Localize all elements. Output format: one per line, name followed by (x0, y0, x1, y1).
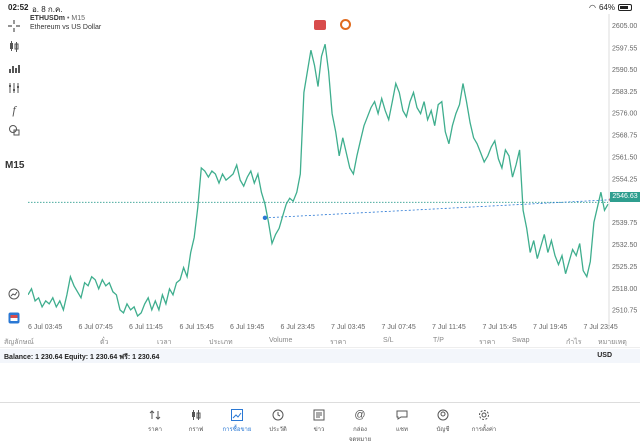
price-tick-label: 2590.50 (612, 67, 637, 74)
time-tick-label: 7 Jul 07:45 (382, 324, 416, 330)
time-tick-label: 6 Jul 07:45 (79, 324, 113, 330)
nav-label: แชท (396, 427, 408, 433)
time-tick-label: 6 Jul 03:45 (28, 324, 62, 330)
indicator-ring-button[interactable] (340, 19, 351, 30)
nav-history[interactable]: ประวัติ (260, 409, 296, 434)
balance-text: Balance: 1 230.64 Equity: 1 230.64 ฟรี: … (4, 354, 160, 361)
function-tool-icon[interactable]: f (12, 102, 16, 117)
col-sl[interactable]: S/L (383, 337, 394, 344)
chart-settings-icon[interactable] (4, 286, 24, 302)
col-swap[interactable]: Swap (512, 337, 530, 344)
col-time[interactable]: เวลา (157, 339, 172, 346)
time-tick-label: 7 Jul 03:45 (331, 324, 365, 330)
col-type[interactable]: ประเภท (209, 339, 233, 346)
price-tick-label: 2539.75 (612, 220, 637, 227)
col-profit[interactable]: กำไร (566, 339, 582, 346)
nav-quotes[interactable]: ราคา (137, 409, 173, 434)
bottom-nav: ราคา กราฟ การซื้อขาย ประวัติ ข่าว @ กล่อ… (0, 402, 640, 447)
symbol-description: Ethereum vs US Dollar (30, 24, 102, 31)
price-tick-label: 2525.25 (612, 264, 637, 271)
nav-label: การซื้อขาย (222, 427, 252, 433)
price-tick-label: 2576.00 (612, 111, 637, 118)
balance-row: Balance: 1 230.64 Equity: 1 230.64 ฟรี: … (0, 349, 640, 363)
battery-percent: 64% (598, 3, 615, 12)
col-volume[interactable]: Volume (269, 337, 293, 344)
col-symbol[interactable]: สัญลักษณ์ (4, 339, 34, 346)
time-tick-label: 7 Jul 23:45 (584, 324, 618, 330)
col-tp[interactable]: T/P (433, 337, 444, 344)
price-tick-label: 2561.50 (612, 154, 637, 161)
price-tick-label: 2568.75 (612, 133, 637, 140)
nav-charts[interactable]: กราฟ (178, 409, 214, 434)
price-tick-label: 2518.00 (612, 286, 637, 293)
price-series-line (28, 44, 609, 318)
trade-chart-icon (231, 409, 243, 421)
timeframe-label[interactable]: M15 (5, 160, 25, 171)
candles-tool-icon[interactable] (4, 38, 24, 54)
nav-trade[interactable]: การซื้อขาย (219, 409, 255, 434)
status-bar: 02:52 อ. 8 ก.ค. ◠ 64% (0, 0, 640, 14)
crosshair-icon[interactable] (4, 18, 24, 34)
nav-news[interactable]: ข่าว (301, 409, 337, 434)
status-right: ◠ 64% (589, 3, 632, 12)
bars-tool-icon[interactable] (4, 60, 24, 76)
col-ticket[interactable]: ตั๋ว (100, 339, 109, 346)
gear-icon (479, 410, 489, 420)
price-tick-label: 2554.25 (612, 176, 637, 183)
trade-table-header: สัญลักษณ์ ตั๋ว เวลา ประเภท Volume ราคา S… (0, 334, 640, 348)
nav-label: กล่องจดหมาย (348, 427, 372, 443)
candles-icon (192, 410, 201, 420)
time-tick-label: 7 Jul 19:45 (533, 324, 567, 330)
col-price-current[interactable]: ราคา (479, 339, 496, 346)
nav-label: ประวัติ (269, 427, 287, 433)
nav-account[interactable]: บัญชี (425, 409, 461, 434)
news-icon (313, 409, 325, 421)
nav-label: กราฟ (188, 427, 204, 433)
price-tick-label: 2583.25 (612, 89, 637, 96)
nav-label: การตั้งค่า (471, 427, 497, 433)
history-icon (272, 409, 284, 421)
nav-label: บัญชี (436, 427, 450, 433)
chart-area[interactable]: 2605.00 2597.55 2590.50 2583.25 2576.00 2568.… (28, 14, 637, 330)
balance-currency: USD (597, 352, 612, 359)
symbol-timeframe: • M15 (66, 15, 85, 22)
trade-connection-line (264, 199, 612, 219)
current-price-label: 2546.63 (610, 192, 640, 202)
price-tick-label: 2597.55 (612, 46, 637, 53)
time-tick-label: 7 Jul 11:45 (432, 324, 466, 330)
col-price[interactable]: ราคา (330, 339, 347, 346)
battery-icon (618, 4, 632, 11)
wifi-icon: ◠ (589, 3, 596, 12)
left-toolbar: f M15 (0, 14, 28, 334)
mail-at-icon: @ (354, 409, 366, 421)
price-tick-label: 2532.50 (612, 242, 637, 249)
time-tick-label: 7 Jul 15:45 (483, 324, 517, 330)
price-tick-label: 2510.75 (612, 308, 637, 315)
nav-label: ราคา (148, 427, 162, 433)
trade-panel-button[interactable] (314, 20, 326, 30)
symbol-line: ETHUSDm • M15 (30, 15, 85, 22)
nav-settings[interactable]: การตั้งค่า (466, 409, 502, 434)
one-click-trading-icon[interactable] (4, 310, 24, 326)
entry-marker[interactable] (262, 215, 268, 221)
nav-label: ข่าว (313, 427, 325, 433)
time-tick-label: 6 Jul 11:45 (129, 324, 163, 330)
nav-chat[interactable]: แชท (384, 409, 420, 434)
status-date: อ. 8 ก.ค. (32, 5, 63, 14)
objects-tool-icon[interactable] (4, 122, 24, 138)
symbol-name: ETHUSDm (30, 15, 66, 22)
account-icon (437, 409, 449, 421)
price-tick-label: 2605.00 (612, 23, 637, 30)
indicators-tool-icon[interactable] (4, 80, 24, 96)
price-chart[interactable]: 2605.00 2597.55 2590.50 2583.25 2576.00 2568.… (28, 14, 640, 330)
status-time: 02:52 (8, 3, 29, 12)
time-tick-label: 6 Jul 23:45 (281, 324, 315, 330)
arrows-updown-icon (149, 410, 161, 420)
chat-icon (396, 410, 408, 420)
time-tick-label: 6 Jul 19:45 (230, 324, 264, 330)
nav-mailbox[interactable]: @ กล่องจดหมาย (342, 409, 378, 444)
col-comment[interactable]: หมายเหตุ (598, 339, 627, 346)
time-tick-label: 6 Jul 15:45 (180, 324, 214, 330)
